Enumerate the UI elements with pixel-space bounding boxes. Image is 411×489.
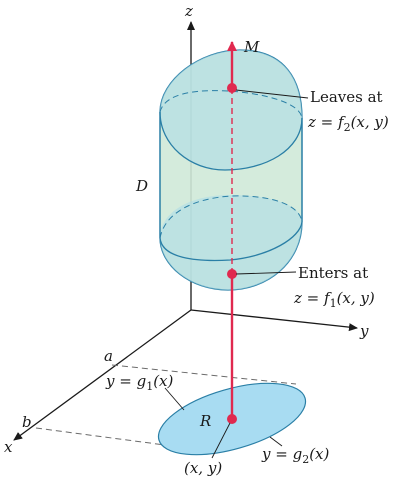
enters-leader <box>235 271 297 275</box>
solid-d <box>159 49 303 291</box>
enters-label-line2: z = f1(x, y) <box>293 289 375 310</box>
b-projection-line <box>35 427 181 448</box>
b-label: b <box>22 413 32 431</box>
leaves-leader <box>235 89 309 99</box>
bottom-cap <box>160 195 302 290</box>
lower-rim-front <box>159 221 303 262</box>
y-axis <box>190 309 358 332</box>
g1-label: y = g1(x) <box>105 372 173 393</box>
x-axis-label: x <box>4 438 13 456</box>
xy-leader <box>211 422 231 459</box>
r-label: R <box>199 412 211 430</box>
leaves-point <box>227 83 237 93</box>
leaves-label-line2: z = f2(x, y) <box>307 113 389 134</box>
g2-label: y = g2(x) <box>261 445 329 466</box>
d-label: D <box>135 177 148 195</box>
enters-point <box>227 269 237 279</box>
x-axis <box>13 309 192 441</box>
m-label: M <box>243 38 260 56</box>
lower-rim-back <box>159 195 303 239</box>
z-axis-label: z <box>184 2 193 20</box>
y-axis-label: y <box>359 322 369 340</box>
upper-rim-front <box>159 111 303 171</box>
a-label: a <box>104 347 113 365</box>
xy-point-label: (x, y) <box>184 459 222 477</box>
top-cap <box>160 50 302 170</box>
enters-label-line1: Enters at <box>298 264 368 282</box>
xy-point <box>227 414 237 424</box>
upper-rim-back <box>159 90 303 119</box>
g2-leader <box>269 436 283 447</box>
g1-leader <box>164 387 185 411</box>
leaves-label-line1: Leaves at <box>310 88 383 106</box>
a-projection-line <box>111 364 297 385</box>
